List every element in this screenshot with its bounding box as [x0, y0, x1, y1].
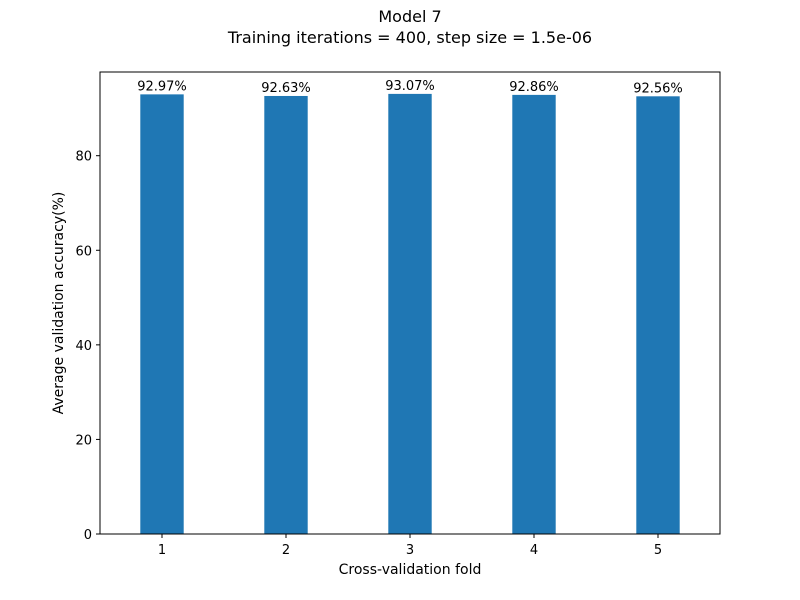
data-label-fold-4: 92.86% — [509, 80, 559, 95]
x-tick-label-5: 5 — [654, 543, 662, 558]
y-tick-label-20: 20 — [75, 433, 92, 448]
bar-fold-5 — [636, 96, 680, 534]
ticks-layer: 1 2 3 4 5 0 20 40 60 80 — [75, 150, 662, 558]
x-tick-label-1: 1 — [158, 543, 166, 558]
x-tick-label-2: 2 — [282, 543, 290, 558]
plot-frame — [99, 71, 721, 535]
x-tick-label-4: 4 — [530, 543, 538, 558]
bar-fold-1 — [140, 94, 184, 535]
y-tick-label-0: 0 — [84, 528, 92, 543]
x-tick-label-3: 3 — [406, 543, 414, 558]
bar-fold-2 — [264, 95, 308, 534]
y-tick-label-80: 80 — [75, 150, 92, 165]
bars-layer — [140, 93, 680, 535]
data-label-fold-3: 93.07% — [385, 79, 435, 94]
data-label-fold-2: 92.63% — [261, 81, 311, 96]
chart-subtitle: Training iterations = 400, step size = 1… — [227, 28, 592, 47]
y-tick-label-60: 60 — [75, 244, 92, 259]
chart-title: Model 7 — [378, 7, 441, 26]
y-axis-label: Average validation accuracy(%) — [51, 192, 67, 415]
y-tick-label-40: 40 — [75, 339, 92, 354]
bar-fold-3 — [388, 93, 432, 534]
data-label-fold-5: 92.56% — [633, 81, 683, 96]
bar-fold-4 — [512, 94, 556, 534]
data-labels-layer: 92.97% 92.63% 93.07% 92.86% 92.56% — [137, 79, 683, 96]
data-label-fold-1: 92.97% — [137, 79, 187, 94]
x-axis-label: Cross-validation fold — [339, 562, 482, 578]
